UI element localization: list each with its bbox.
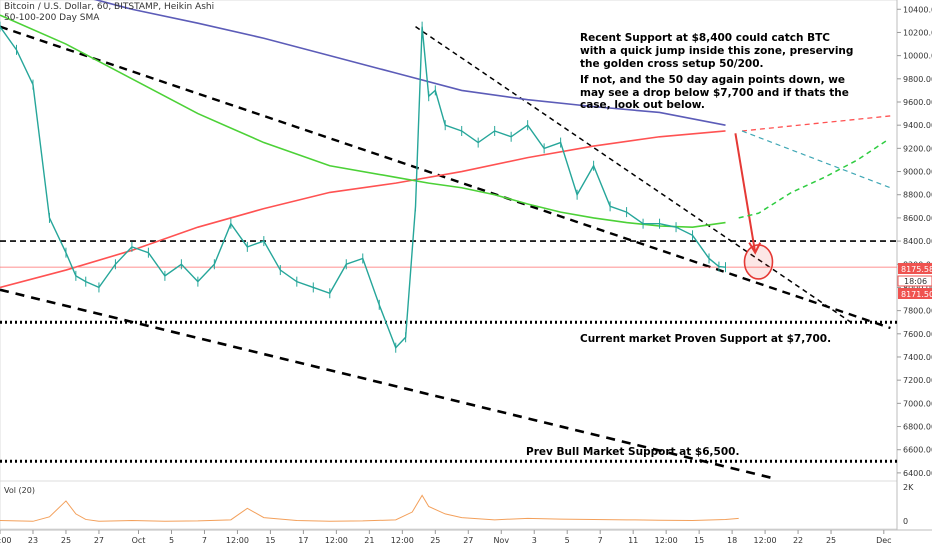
annotation-line-3: the golden cross setup 50/200. bbox=[580, 58, 764, 70]
sma50-line bbox=[0, 14, 726, 228]
time-tick-label: 12:00 bbox=[754, 536, 777, 545]
time-tick-label: 25 bbox=[826, 536, 836, 545]
annotation-line-1: Recent Support at $8,400 could catch BTC bbox=[580, 32, 830, 44]
recovery-projection bbox=[738, 139, 888, 219]
time-tick-label: 21 bbox=[364, 536, 374, 545]
time-tick-label: 12:00 bbox=[655, 536, 678, 545]
price-tick-label: 9000.00 bbox=[903, 168, 932, 177]
symbol-title[interactable]: Bitcoin / U.S. Dollar, 60, BITSTAMP, Hei… bbox=[4, 2, 215, 12]
time-tick-label: 5 bbox=[565, 536, 570, 545]
time-tick-label: 12:00 bbox=[226, 536, 249, 545]
indicator-title[interactable]: 50-100-200 Day SMA bbox=[4, 13, 100, 23]
volume-series bbox=[0, 494, 739, 522]
projection-lines bbox=[734, 133, 888, 280]
falling-resistance-trendline bbox=[0, 25, 891, 330]
price-tick-label: 10200.00 bbox=[903, 28, 932, 37]
time-tick-label: 12:00 bbox=[391, 536, 414, 545]
chart-header: Bitcoin / U.S. Dollar, 60, BITSTAMP, Hei… bbox=[4, 2, 214, 24]
time-tick-label: 25 bbox=[61, 536, 71, 545]
annotation-line-4: If not, and the 50 day again points down… bbox=[580, 74, 845, 86]
annotation-line-5: may see a drop below $7,700 and if thats… bbox=[580, 87, 849, 99]
price-axis-ticks[interactable]: 10400.00 10200.00 10000.00 9800.00 9600.00 94… bbox=[897, 5, 932, 478]
annotation-line-2: with a quick jump inside this zone, pres… bbox=[580, 45, 853, 57]
time-tick-label: 23 bbox=[28, 536, 38, 545]
price-tick-label: 7400.00 bbox=[903, 353, 932, 362]
price-tick-label: 7000.00 bbox=[903, 399, 932, 408]
price-series bbox=[0, 21, 727, 353]
short-term-resistance-trendline bbox=[415, 26, 852, 323]
price-tick-label: 8600.00 bbox=[903, 214, 932, 223]
price-tick-label: 8800.00 bbox=[903, 191, 932, 200]
price-tick-label: 10000.00 bbox=[903, 52, 932, 61]
time-tick-label: 7 bbox=[202, 536, 207, 545]
price-tick-label: 7200.00 bbox=[903, 376, 932, 385]
price-tick-label: 6600.00 bbox=[903, 446, 932, 455]
volume-pane-frame bbox=[0, 480, 898, 530]
countdown-label: 18:06 bbox=[904, 277, 927, 286]
time-tick-label: 27 bbox=[94, 536, 104, 545]
time-tick-label: 7 bbox=[598, 536, 603, 545]
annotation-line-6: case, look out below. bbox=[580, 99, 705, 111]
sma100-line bbox=[0, 130, 726, 289]
time-tick-label: 27 bbox=[463, 536, 473, 545]
price-tick-label: 6800.00 bbox=[903, 423, 932, 432]
price-tick-label: 10400.00 bbox=[903, 5, 932, 14]
volume-tick-top: 2K bbox=[903, 483, 914, 492]
low-price-label: 8171.50 bbox=[901, 290, 932, 299]
time-tick-label: 12:00 bbox=[0, 536, 12, 545]
time-tick-label: 5 bbox=[169, 536, 174, 545]
price-pane-frame bbox=[0, 0, 898, 482]
price-tick-label: 7600.00 bbox=[903, 330, 932, 339]
countdown-bg bbox=[897, 275, 932, 287]
time-axis-ticks[interactable]: 12:00 23 25 27 Oct 5 7 12:00 15 17 12:00 21 12:00 25 2… bbox=[0, 530, 892, 545]
volume-tick-bottom: 0 bbox=[903, 517, 909, 526]
time-tick-label: 18 bbox=[727, 536, 737, 545]
price-tick-label: 8400.00 bbox=[903, 237, 932, 246]
drop-arrow bbox=[734, 133, 757, 253]
price-line bbox=[0, 26, 726, 349]
time-tick-label: 22 bbox=[793, 536, 803, 545]
volume-line bbox=[0, 494, 739, 522]
time-tick-label: 11 bbox=[628, 536, 638, 545]
current-price-label: 8175.58 bbox=[901, 265, 932, 274]
time-tick-label: 3 bbox=[532, 536, 537, 545]
low-price-bg bbox=[898, 288, 932, 299]
current-price-bg bbox=[898, 263, 932, 274]
price-tick-label: 9600.00 bbox=[903, 98, 932, 107]
price-tick-label: 7800.00 bbox=[903, 307, 932, 316]
price-tick-label: 9200.00 bbox=[903, 144, 932, 153]
volume-pane-label[interactable]: Vol (20) bbox=[4, 486, 35, 495]
drop-arrowhead bbox=[748, 242, 762, 255]
time-tick-label: 17 bbox=[298, 536, 308, 545]
moving-averages bbox=[0, 0, 897, 289]
time-tick-label: Nov bbox=[493, 536, 509, 545]
target-zone-circle bbox=[743, 244, 774, 280]
sma200-line bbox=[93, 0, 726, 126]
price-tick-label: 9400.00 bbox=[903, 121, 932, 130]
time-tick-label: 12:00 bbox=[325, 536, 348, 545]
time-tick-label: Dec bbox=[876, 536, 891, 545]
sma100-extension bbox=[741, 115, 891, 132]
price-tick-label: 6400.00 bbox=[903, 469, 932, 478]
annotation-support-6500: Prev Bull Market Support at $6,500. bbox=[526, 446, 739, 458]
time-tick-label: 15 bbox=[265, 536, 275, 545]
time-tick-label: 25 bbox=[430, 536, 440, 545]
price-tick-label: 9800.00 bbox=[903, 75, 932, 84]
time-tick-label: Oct bbox=[132, 536, 146, 545]
annotation-support-7700: Current market Proven Support at $7,700. bbox=[580, 333, 831, 345]
trend-lines bbox=[0, 25, 891, 480]
price-tick-label: 8000.00 bbox=[903, 283, 932, 292]
lower-channel-trendline bbox=[0, 288, 776, 480]
current-price-box: 8175.58 18:06 8171.50 bbox=[897, 263, 932, 299]
time-tick-label: 15 bbox=[694, 536, 704, 545]
annotation-block-1: Recent Support at $8,400 could catch BTC… bbox=[580, 32, 853, 111]
